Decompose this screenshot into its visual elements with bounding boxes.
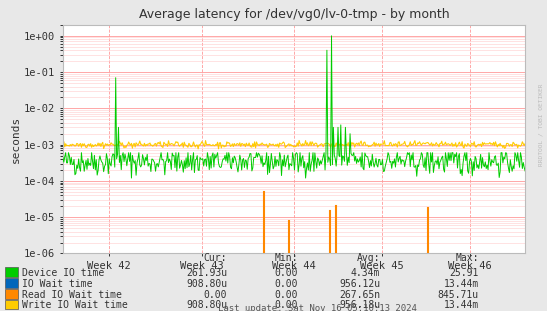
Text: 4.34m: 4.34m (351, 268, 380, 278)
Text: 956.18u: 956.18u (339, 300, 380, 310)
Text: Last update: Sat Nov 16 05:10:13 2024: Last update: Sat Nov 16 05:10:13 2024 (218, 304, 417, 311)
Text: Munin 2.0.56: Munin 2.0.56 (244, 310, 303, 311)
Text: Cur:: Cur: (203, 253, 227, 263)
Text: Device IO time: Device IO time (22, 268, 104, 278)
Text: 13.44m: 13.44m (444, 279, 479, 289)
Text: 0.00: 0.00 (203, 290, 227, 299)
Text: 261.93u: 261.93u (186, 268, 227, 278)
Text: 25.91: 25.91 (449, 268, 479, 278)
Text: 0.00: 0.00 (275, 279, 298, 289)
Title: Average latency for /dev/vg0/lv-0-tmp - by month: Average latency for /dev/vg0/lv-0-tmp - … (139, 8, 449, 21)
Text: Min:: Min: (275, 253, 298, 263)
Text: 956.12u: 956.12u (339, 279, 380, 289)
Text: 908.80u: 908.80u (186, 300, 227, 310)
Text: 845.71u: 845.71u (438, 290, 479, 299)
Text: Write IO Wait time: Write IO Wait time (22, 300, 127, 310)
Text: 0.00: 0.00 (275, 268, 298, 278)
Text: 267.65n: 267.65n (339, 290, 380, 299)
Text: RRDTOOL / TOBI OETIKER: RRDTOOL / TOBI OETIKER (538, 83, 543, 166)
Y-axis label: seconds: seconds (11, 116, 21, 163)
Text: Avg:: Avg: (357, 253, 380, 263)
Text: IO Wait time: IO Wait time (22, 279, 92, 289)
Text: Max:: Max: (455, 253, 479, 263)
Text: Read IO Wait time: Read IO Wait time (22, 290, 122, 299)
Text: 908.80u: 908.80u (186, 279, 227, 289)
Text: 0.00: 0.00 (275, 300, 298, 310)
Text: 13.44m: 13.44m (444, 300, 479, 310)
Text: 0.00: 0.00 (275, 290, 298, 299)
